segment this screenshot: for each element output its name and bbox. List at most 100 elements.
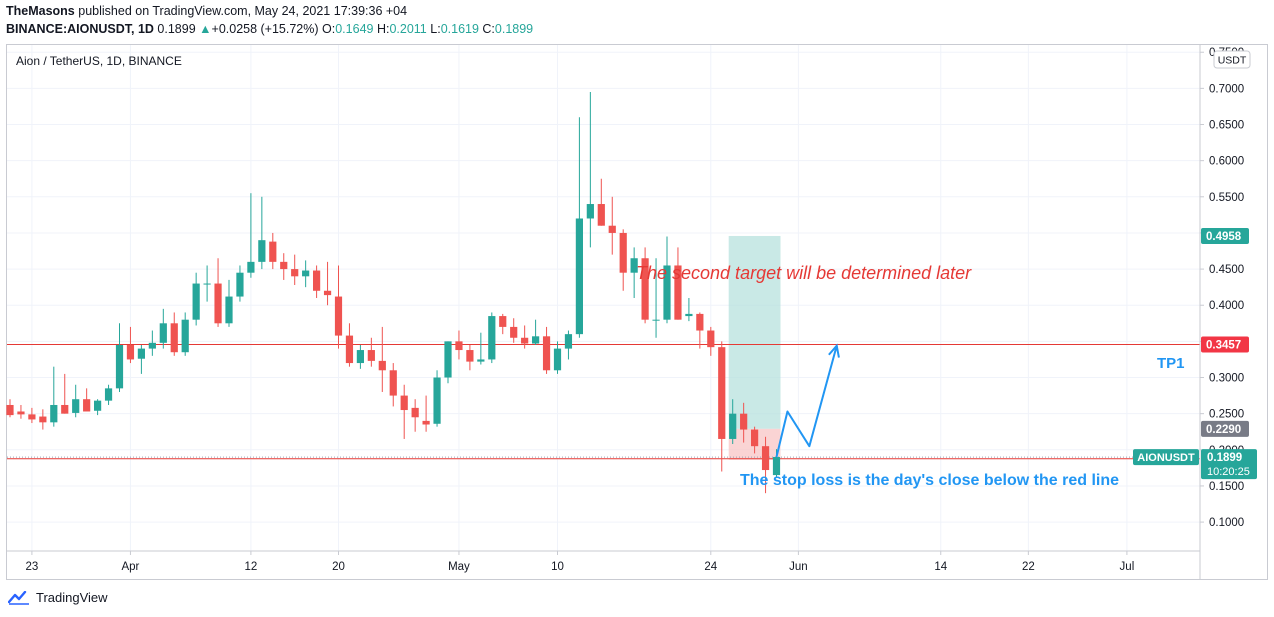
candle-body[interactable] bbox=[72, 399, 80, 413]
candle-body[interactable] bbox=[444, 341, 452, 378]
candle-body[interactable] bbox=[597, 204, 605, 226]
close-label: C: bbox=[482, 22, 495, 36]
candle-body[interactable] bbox=[707, 330, 715, 348]
candle-body[interactable] bbox=[729, 413, 737, 439]
candle-body[interactable] bbox=[696, 313, 704, 331]
candle-body[interactable] bbox=[422, 420, 430, 425]
low-label: L: bbox=[430, 22, 441, 36]
candle-body[interactable] bbox=[685, 313, 693, 317]
candle-body[interactable] bbox=[608, 225, 616, 233]
candle-body[interactable] bbox=[115, 344, 124, 389]
candle-body[interactable] bbox=[367, 350, 375, 361]
candle-body[interactable] bbox=[751, 429, 759, 447]
footer: TradingView bbox=[8, 590, 108, 605]
candle-body[interactable] bbox=[542, 336, 551, 371]
candle-body[interactable] bbox=[247, 261, 255, 273]
candle-body[interactable] bbox=[280, 261, 288, 270]
candle-body[interactable] bbox=[761, 446, 770, 471]
candle-body[interactable] bbox=[302, 270, 310, 277]
candle-body[interactable] bbox=[323, 290, 332, 296]
candle-body[interactable] bbox=[389, 370, 397, 396]
y-tick-label: 0.4000 bbox=[1209, 300, 1244, 312]
candle-body[interactable] bbox=[181, 319, 189, 353]
candle-body[interactable] bbox=[619, 232, 627, 273]
candle-body[interactable] bbox=[214, 283, 222, 324]
candle-body[interactable] bbox=[521, 337, 529, 344]
candle-body[interactable] bbox=[740, 413, 748, 430]
last-price-label: 0.1899 bbox=[1207, 452, 1242, 464]
candle-body[interactable] bbox=[159, 323, 167, 343]
candle-body[interactable] bbox=[553, 348, 562, 371]
candle-body[interactable] bbox=[641, 258, 649, 320]
candle-body[interactable] bbox=[258, 240, 266, 262]
y-tick-label: 0.4500 bbox=[1209, 264, 1244, 276]
close-value: 0.1899 bbox=[494, 22, 534, 36]
candle-body[interactable] bbox=[400, 395, 408, 411]
chart-frame bbox=[6, 44, 1268, 580]
candle-body[interactable] bbox=[488, 316, 496, 360]
candle-body[interactable] bbox=[17, 411, 25, 415]
candle-body[interactable] bbox=[6, 404, 14, 416]
candle-body[interactable] bbox=[499, 316, 507, 327]
candle-body[interactable] bbox=[94, 400, 102, 411]
candle-body[interactable] bbox=[433, 377, 441, 424]
candle-body[interactable] bbox=[652, 319, 660, 321]
candle-body[interactable] bbox=[345, 335, 354, 364]
candle-body[interactable] bbox=[269, 241, 277, 262]
candle-body[interactable] bbox=[477, 359, 485, 362]
candle-body[interactable] bbox=[378, 360, 386, 371]
x-tick-label: Jul bbox=[1120, 561, 1135, 573]
symbol-tag: AIONUSDT bbox=[1137, 452, 1195, 464]
candle-body[interactable] bbox=[313, 270, 321, 291]
y-tick-label: 0.6000 bbox=[1209, 156, 1244, 168]
candle-body[interactable] bbox=[50, 404, 58, 423]
x-tick-label: 22 bbox=[1022, 561, 1035, 573]
candle-body[interactable] bbox=[126, 344, 135, 360]
candle-body[interactable] bbox=[137, 348, 145, 359]
candle-body[interactable] bbox=[192, 283, 200, 320]
candle-body[interactable] bbox=[356, 350, 364, 364]
candle-body[interactable] bbox=[586, 204, 594, 219]
high-label: H: bbox=[376, 22, 390, 36]
candle-body[interactable] bbox=[532, 336, 540, 344]
candle-body[interactable] bbox=[510, 326, 518, 338]
candle-body[interactable] bbox=[61, 404, 69, 414]
candle-body[interactable] bbox=[170, 323, 178, 353]
symbol-tag-bg bbox=[1133, 449, 1199, 466]
candle-body[interactable] bbox=[83, 399, 91, 412]
target-note: The second target will be determined lat… bbox=[636, 263, 972, 283]
forecast-path[interactable] bbox=[775, 345, 838, 458]
price-label: 0.4958 bbox=[1206, 231, 1242, 243]
target-zone[interactable] bbox=[728, 235, 781, 429]
price-label-bg bbox=[1201, 420, 1249, 437]
candle-body[interactable] bbox=[564, 334, 573, 349]
y-tick-label: 0.1000 bbox=[1209, 517, 1244, 529]
currency-badge[interactable] bbox=[1213, 50, 1251, 69]
open-value: 0.1649 bbox=[335, 22, 374, 36]
x-tick-label: 10 bbox=[551, 561, 564, 573]
candle-body[interactable] bbox=[148, 342, 156, 349]
candle-body[interactable] bbox=[718, 347, 726, 439]
x-tick-label: 24 bbox=[704, 561, 717, 573]
candle-body[interactable] bbox=[466, 350, 474, 362]
candle-body[interactable] bbox=[674, 265, 682, 320]
author-name[interactable]: TheMasons bbox=[6, 4, 75, 18]
candle-body[interactable] bbox=[203, 283, 211, 285]
candle-body[interactable] bbox=[663, 265, 671, 320]
footer-brand[interactable]: TradingView bbox=[36, 590, 108, 605]
candle-body[interactable] bbox=[411, 407, 419, 418]
candle-body[interactable] bbox=[575, 218, 583, 335]
candle-body[interactable] bbox=[28, 414, 36, 420]
candle-body[interactable] bbox=[225, 296, 233, 324]
candle-body[interactable] bbox=[291, 269, 299, 277]
candle-body[interactable] bbox=[455, 341, 463, 351]
candle-body[interactable] bbox=[334, 296, 343, 336]
high-value: 0.2011 bbox=[389, 22, 427, 36]
candle-body[interactable] bbox=[236, 272, 244, 297]
candle-body[interactable] bbox=[104, 388, 113, 401]
candle-body[interactable] bbox=[630, 258, 638, 273]
candle-body[interactable] bbox=[39, 416, 47, 423]
candle-body[interactable] bbox=[772, 457, 781, 476]
last-price-label-bg bbox=[1201, 449, 1257, 480]
